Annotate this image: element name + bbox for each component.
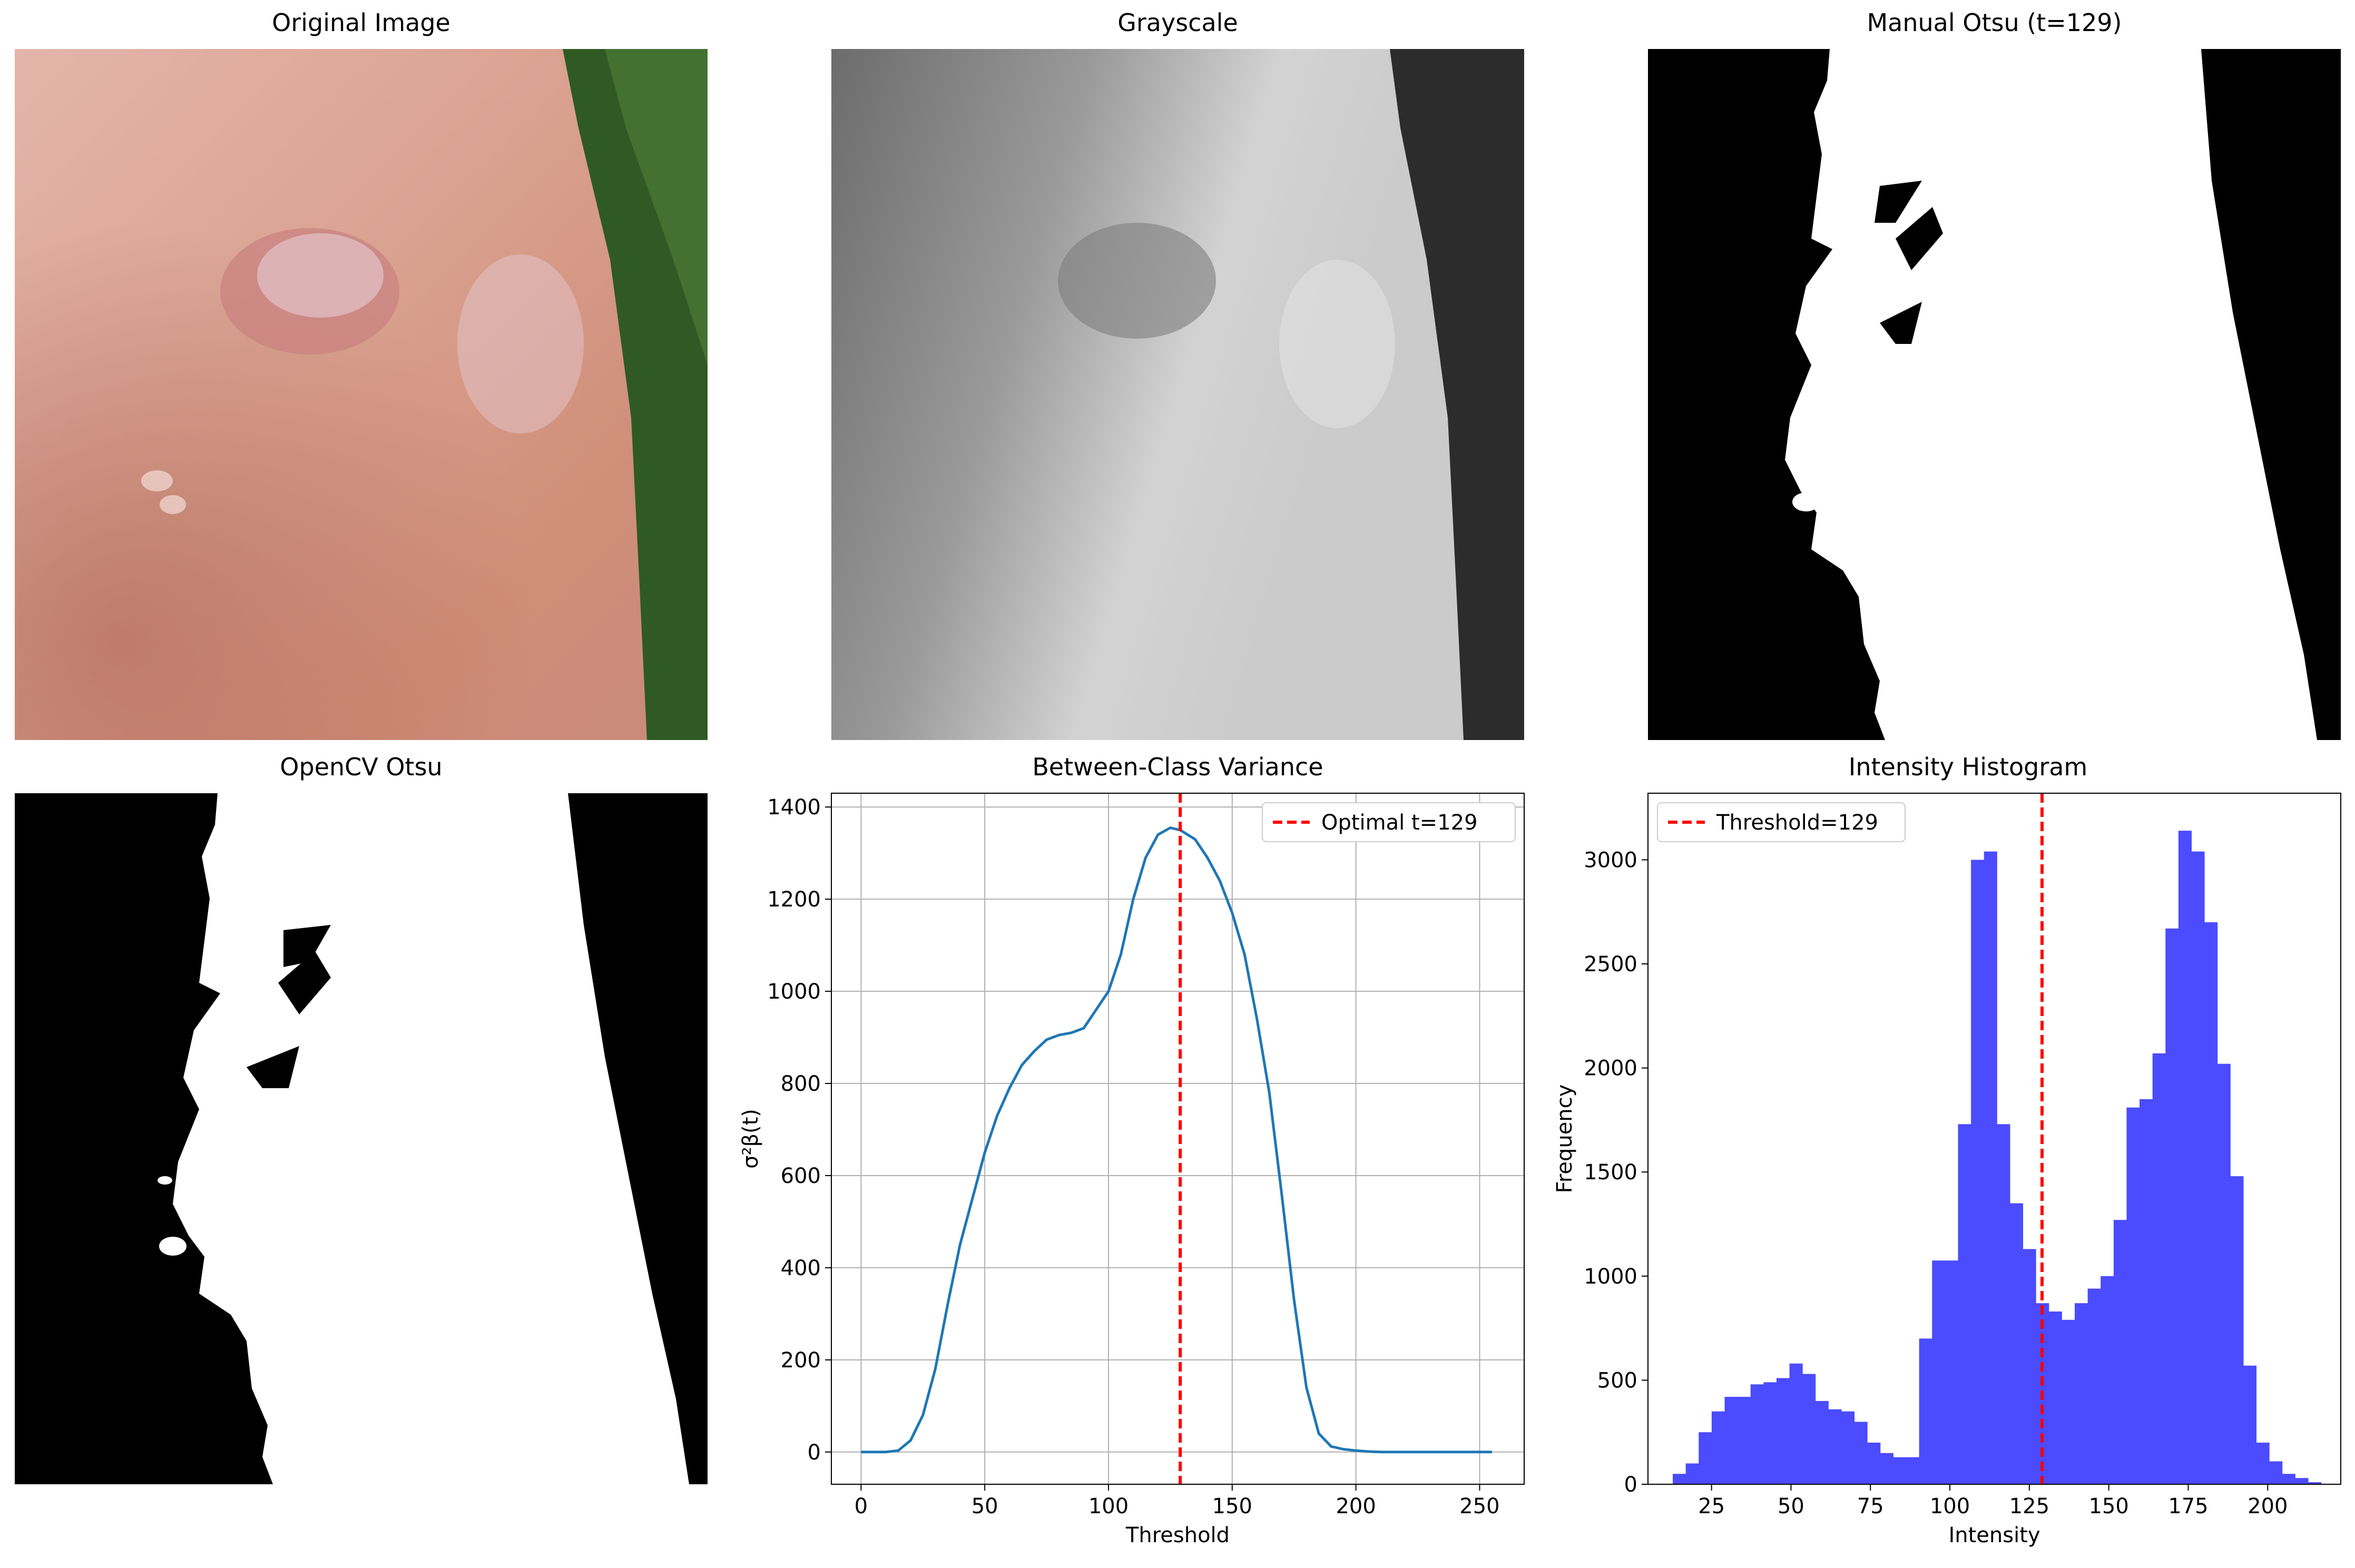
histogram-x-tick-label: 75 [1857, 1494, 1884, 1518]
histogram-bar [2009, 1203, 2024, 1484]
histogram-y-tick-label: 1000 [1584, 1265, 1637, 1289]
variance-x-tick-label: 250 [1459, 1494, 1499, 1518]
histogram-x-axis-label: Intensity [1948, 1523, 2040, 1547]
histogram-bar [2230, 1176, 2244, 1484]
histogram-bar [1906, 1457, 1920, 1484]
variance-y-tick-label: 1400 [767, 795, 821, 820]
histogram-bar [2178, 831, 2192, 1484]
variance-x-tick-label: 0 [855, 1494, 868, 1518]
manual-otsu-title: Manual Otsu (t=129) [1867, 8, 2122, 37]
histogram-bar [1673, 1474, 1686, 1484]
variance-legend: Optimal t=129 [1262, 802, 1516, 842]
histogram-legend-label: Threshold=129 [1716, 811, 1878, 835]
opencv-otsu-title: OpenCV Otsu [280, 753, 443, 781]
histogram-legend: Threshold=129 [1657, 802, 1906, 842]
variance-x-tick-label: 100 [1088, 1494, 1129, 1518]
histogram-bar [1776, 1378, 1790, 1484]
histogram-bar [2295, 1478, 2309, 1484]
histogram-bar [1711, 1411, 1725, 1484]
histogram-bar [2087, 1288, 2101, 1484]
histogram-bar [2126, 1107, 2140, 1484]
histogram-bar [1763, 1382, 1777, 1484]
histogram-bar [1841, 1411, 1855, 1484]
histogram-y-tick-label: 0 [1624, 1473, 1637, 1497]
histogram-bar [1997, 1124, 2010, 1484]
variance-x-tick-label: 150 [1212, 1494, 1252, 1518]
histogram-y-tick-label: 3000 [1584, 848, 1637, 872]
histogram-y-tick-label: 2500 [1584, 952, 1637, 977]
variance-chart-title: Between-Class Variance [1032, 753, 1323, 781]
histogram-x-tick-label: 100 [1930, 1494, 1970, 1518]
variance-legend-label: Optimal t=129 [1321, 811, 1478, 835]
histogram-y-tick-label: 1500 [1584, 1160, 1637, 1185]
histogram-x-tick-label: 125 [2009, 1494, 2049, 1518]
grayscale-image [831, 49, 1524, 740]
variance-x-tick-label: 50 [972, 1494, 998, 1518]
histogram-bar [2269, 1461, 2283, 1484]
histogram-bar [1828, 1409, 1842, 1484]
histogram-bar [2036, 1303, 2049, 1484]
variance-x-tick-label: 200 [1336, 1494, 1376, 1518]
original-image-title: Original Image [272, 8, 450, 37]
histogram-bar [1802, 1374, 1816, 1484]
opencv-otsu-mask [15, 793, 708, 1484]
histogram-bar [2113, 1220, 2127, 1484]
histogram-bar [1971, 860, 1985, 1484]
histogram-bar [1984, 851, 1997, 1484]
histogram-bar [1893, 1457, 1907, 1484]
variance-y-tick-label: 800 [781, 1072, 821, 1096]
variance-y-tick-label: 400 [781, 1256, 821, 1280]
histogram-x-tick-label: 25 [1698, 1494, 1725, 1518]
histogram-chart-title: Intensity Histogram [1848, 753, 2088, 781]
histogram-bar [2074, 1303, 2088, 1484]
histogram-bar [2062, 1319, 2075, 1484]
original-image [15, 49, 708, 740]
histogram-bar [2282, 1474, 2295, 1484]
histogram-x-tick-label: 200 [2248, 1494, 2288, 1518]
histogram-bar [1958, 1124, 1971, 1484]
histogram-bar [1815, 1401, 1829, 1484]
manual-otsu-mask [1648, 49, 2341, 740]
histogram-bar [2243, 1365, 2257, 1484]
variance-y-tick-label: 1200 [767, 887, 821, 912]
variance-y-axis-label: σ²β(t) [739, 1109, 763, 1169]
histogram-bar [2256, 1442, 2270, 1484]
histogram-bar [1789, 1363, 1803, 1484]
histogram-bar [1880, 1453, 1893, 1484]
histogram-bar [2165, 928, 2179, 1484]
variance-curve [861, 826, 1492, 1454]
histogram-bar [1738, 1397, 1751, 1484]
histogram-y-tick-label: 500 [1597, 1368, 1637, 1393]
histogram-bar [1932, 1260, 1946, 1484]
histogram-bar [1854, 1422, 1868, 1484]
variance-y-tick-label: 0 [808, 1441, 821, 1465]
histogram-x-tick-label: 50 [1778, 1494, 1804, 1518]
histogram-bar [1867, 1442, 1881, 1484]
histogram-bar [2308, 1482, 2322, 1484]
histogram-bar [1724, 1397, 1738, 1484]
histogram-x-tick-label: 150 [2088, 1494, 2128, 1518]
variance-y-tick-label: 1000 [767, 980, 821, 1004]
histogram-y-axis-label: Frequency [1553, 1084, 1577, 1194]
grayscale-title: Grayscale [1117, 8, 1238, 37]
histogram-bar [1699, 1432, 1712, 1484]
histogram-y-tick-label: 2000 [1584, 1057, 1637, 1081]
histogram-bar [1685, 1463, 1699, 1484]
variance-x-axis-label: Threshold [1125, 1523, 1230, 1547]
histogram-bar [2217, 1063, 2231, 1484]
histogram-bar [1750, 1384, 1764, 1484]
variance-y-tick-label: 200 [781, 1348, 821, 1373]
histogram-bar [2191, 851, 2205, 1484]
histogram-x-tick-label: 175 [2168, 1494, 2208, 1518]
variance-y-tick-label: 600 [781, 1164, 821, 1188]
histogram-bar [2048, 1311, 2062, 1484]
histogram-bar [1945, 1260, 1958, 1484]
histogram-bar [2140, 1099, 2153, 1484]
histogram-bar [2204, 922, 2218, 1484]
histogram-bar [2101, 1276, 2114, 1484]
histogram-bar [1919, 1338, 1932, 1484]
histogram-bar [2023, 1249, 2036, 1484]
histogram-bar [2152, 1053, 2166, 1484]
